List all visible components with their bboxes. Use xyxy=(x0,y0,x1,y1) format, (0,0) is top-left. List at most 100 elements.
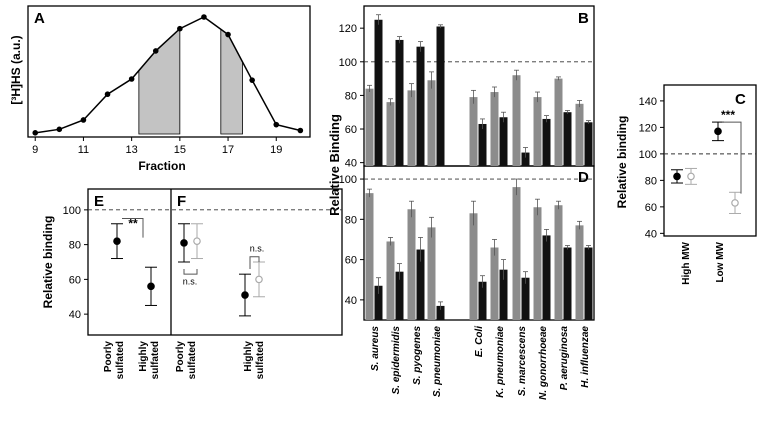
bar xyxy=(365,88,374,166)
data-point xyxy=(273,121,280,128)
y-tick-label: 100 xyxy=(339,57,357,69)
y-tick-label: 40 xyxy=(645,228,657,240)
y-axis-label: [³H]HS (a.u.) xyxy=(9,35,23,104)
bar xyxy=(575,103,584,166)
y-tick-label: 100 xyxy=(63,205,81,217)
x-tick-label-line: Poorly xyxy=(175,341,186,373)
category-label: P. aeruginosa xyxy=(559,326,570,391)
category-label: K. pneumoniae xyxy=(495,326,506,398)
data-point xyxy=(104,91,111,98)
ns-bracket xyxy=(249,256,260,269)
x-tick-label-line: Highly xyxy=(243,341,254,372)
category-label: S. aureus xyxy=(370,326,381,371)
ns-label: n.s. xyxy=(250,244,265,254)
x-tick-label-line: sulfated xyxy=(150,341,161,379)
bar xyxy=(542,235,551,320)
y-axis-label: Relative Binding xyxy=(327,114,342,216)
x-tick-label: 19 xyxy=(270,144,282,156)
bar xyxy=(374,19,383,166)
bar xyxy=(584,247,593,320)
bar xyxy=(427,227,436,320)
y-tick-label: 60 xyxy=(69,274,81,286)
data-point xyxy=(152,48,159,54)
data-point xyxy=(80,117,87,123)
y-axis-label: Relative binding xyxy=(615,116,629,209)
bar xyxy=(427,80,436,166)
panel-a-frame xyxy=(27,5,311,138)
data-point xyxy=(249,77,255,83)
data-point xyxy=(255,275,263,284)
x-tick-label-line: Highly xyxy=(138,341,149,372)
bar xyxy=(542,118,551,166)
data-point xyxy=(297,127,304,134)
panel-bd: 40 60 80 100 120 40 60 80 100 S. aureus S. epide… xyxy=(327,5,595,400)
y-tick-label: 80 xyxy=(69,240,81,252)
data-point xyxy=(177,25,183,32)
panel-a-label: A xyxy=(34,10,45,27)
y-tick-label: 40 xyxy=(345,158,357,170)
data-point xyxy=(32,130,39,136)
x-tick-label: Poorlysulfated xyxy=(175,341,198,380)
y-tick-label: 40 xyxy=(69,309,81,321)
significance-label: ** xyxy=(128,217,138,231)
x-tick-label-line: Poorly xyxy=(103,341,114,373)
x-tick-label: Highlysulfated xyxy=(138,341,161,380)
x-tick-label: 17 xyxy=(222,144,234,156)
category-label: S. pneumoniae xyxy=(432,326,443,398)
y-tick-label: 40 xyxy=(345,295,357,307)
bar xyxy=(374,285,383,320)
bar xyxy=(436,305,445,320)
data-point xyxy=(673,172,681,181)
bar xyxy=(416,249,425,320)
category-label: E. Coli xyxy=(474,326,485,357)
data-point xyxy=(731,199,739,207)
line-series xyxy=(35,16,301,134)
bar xyxy=(563,247,572,320)
x-tick-label: Poorlysulfated xyxy=(103,341,126,380)
panel-b-label: B xyxy=(578,10,589,27)
bar xyxy=(436,26,445,166)
panel-ef: 40 60 80 100 ** n.s. n.s. E F Relative bindin… xyxy=(41,188,343,380)
x-tick-label: 13 xyxy=(126,144,138,156)
bar xyxy=(521,152,530,166)
ns-label: n.s. xyxy=(183,277,198,287)
bar xyxy=(490,247,499,320)
x-tick-label: Highlysulfated xyxy=(243,341,266,380)
category-label: S. marcescens xyxy=(517,326,528,396)
bar xyxy=(512,187,521,320)
bar xyxy=(469,213,478,320)
data-point xyxy=(113,237,121,245)
panel-c: 40 60 80 100 120 140 *** C Relative binding H… xyxy=(615,84,757,285)
panel-a: 9 11 13 15 17 19 A Fraction [³H]HS (a.u.) xyxy=(9,5,311,173)
bar xyxy=(584,122,593,166)
y-tick-label: 60 xyxy=(345,124,357,136)
x-tick-label-line: sulfated xyxy=(255,341,266,379)
data-point xyxy=(201,14,207,20)
data-point xyxy=(714,127,722,136)
y-tick-label: 60 xyxy=(645,202,657,214)
bar xyxy=(499,269,508,320)
bar xyxy=(554,205,563,320)
x-tick-label: 9 xyxy=(32,144,38,156)
significance-bracket xyxy=(722,121,742,194)
x-tick-label: 15 xyxy=(174,144,186,156)
y-axis-label: Relative binding xyxy=(41,216,55,309)
panel-d-label: D xyxy=(578,169,589,186)
y-tick-label: 120 xyxy=(339,23,357,35)
bar xyxy=(533,207,542,320)
y-tick-label: 140 xyxy=(639,96,657,108)
x-axis-label: Fraction xyxy=(138,159,185,173)
bar xyxy=(395,39,404,166)
bar xyxy=(490,92,499,166)
shaded-region xyxy=(138,27,181,135)
data-point xyxy=(225,31,231,38)
y-tick-label: 80 xyxy=(645,175,657,187)
y-tick-label: 80 xyxy=(345,90,357,102)
bar xyxy=(478,123,487,166)
data-point xyxy=(147,282,155,291)
category-label: S. pyogenes xyxy=(412,326,423,385)
y-tick-label: 120 xyxy=(639,122,657,134)
bar xyxy=(407,90,416,166)
bar xyxy=(478,281,487,320)
